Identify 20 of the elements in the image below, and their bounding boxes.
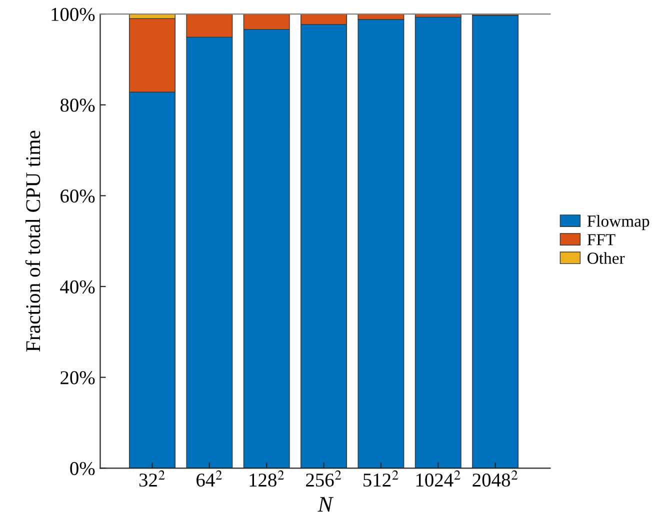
y-tick-label: 40% (60, 280, 95, 294)
legend-label: FFT (587, 234, 616, 246)
y-tick-label: 100% (52, 8, 95, 22)
x-tick-label: 1024$^{2}$ (416, 470, 460, 487)
x-tick-label: 128$^{2}$ (250, 470, 284, 487)
y-axis-title: Fraction of total CPU time (25, 130, 40, 352)
y-tick-label: 80% (60, 98, 95, 112)
y-tick-label: 0% (70, 462, 95, 476)
legend-label: Flowmap (587, 215, 650, 230)
y-tick-label: 60% (60, 189, 95, 203)
x-tick-label: 2048$^{2}$ (472, 470, 518, 487)
x-axis-title: N (318, 497, 334, 512)
x-tick-label: 64$^{2}$ (196, 470, 222, 487)
legend-label: Other (588, 252, 625, 264)
x-tick-label: 512$^{2}$ (364, 470, 398, 487)
y-tick-label: 20% (60, 371, 95, 384)
x-tick-label: 32$^{2}$ (139, 470, 165, 487)
bar (472, 15, 519, 468)
x-tick-label: 256$^{2}$ (306, 470, 342, 487)
bar (414, 16, 462, 468)
